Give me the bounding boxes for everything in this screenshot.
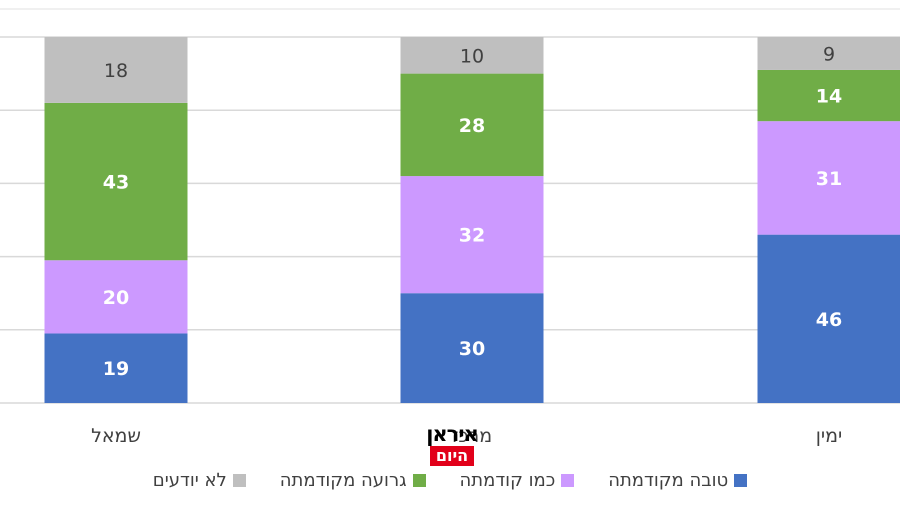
bar-segment	[400, 73, 544, 177]
data-label: 18	[104, 60, 128, 82]
bar-segment	[757, 234, 900, 403]
legend: טובה מקודמתה כמו קודמתה גרועה מקודמתה לא…	[0, 470, 900, 491]
legend-swatch-same	[561, 474, 575, 487]
data-label: 32	[459, 225, 485, 247]
legend-item-better: טובה מקודמתה	[608, 470, 748, 491]
data-label: 14	[816, 86, 842, 108]
legend-label-worse: גרועה מקודמתה	[279, 470, 407, 491]
data-label: 31	[816, 168, 842, 190]
bars: 19 20 43 18 30 32 28 10 46 31 14 9	[44, 37, 900, 403]
legend-swatch-worse	[412, 474, 426, 487]
data-label: 20	[103, 287, 129, 309]
bar-segment	[44, 333, 188, 403]
data-label: 30	[459, 338, 485, 360]
category-label: שמאל	[91, 425, 141, 447]
bar-segment	[757, 121, 900, 235]
watermark-logo: איראן היום	[416, 422, 488, 470]
legend-label-better: טובה מקודמתה	[608, 470, 729, 491]
data-label: 28	[459, 115, 485, 137]
category-labels: שמאל מרכז ימין	[91, 425, 842, 447]
watermark-bottom: היום	[429, 446, 475, 466]
bar-segment	[400, 176, 544, 294]
legend-item-worse: גרועה מקודמתה	[280, 470, 426, 491]
data-label: 46	[816, 309, 842, 331]
legend-swatch-better	[734, 474, 748, 487]
category-label: ימין	[816, 425, 843, 447]
legend-item-unknown: לא יודעים	[153, 470, 246, 491]
data-label: 19	[103, 358, 129, 380]
legend-item-same: כמו קודמתה	[460, 470, 575, 491]
watermark-top: איראן	[426, 422, 479, 446]
stacked-bar-chart: 19 20 43 18 30 32 28 10 46 31 14 9 שמאל מרכז ימין	[0, 8, 900, 447]
bar-segment	[757, 69, 900, 122]
bar-segment	[44, 260, 188, 334]
data-label: 43	[103, 172, 129, 194]
legend-label-unknown: לא יודעים	[152, 470, 227, 491]
bar-segment	[44, 37, 188, 103]
data-label: 9	[823, 43, 835, 65]
category-label: מרכז	[452, 425, 492, 447]
legend-swatch-unknown	[232, 474, 246, 487]
legend-label-same: כמו קודמתה	[459, 470, 556, 491]
bar-segment	[400, 293, 544, 403]
bar-segment	[757, 37, 900, 70]
data-label: 10	[460, 45, 484, 67]
bar-segment	[400, 37, 544, 74]
bar-segment	[44, 102, 188, 261]
